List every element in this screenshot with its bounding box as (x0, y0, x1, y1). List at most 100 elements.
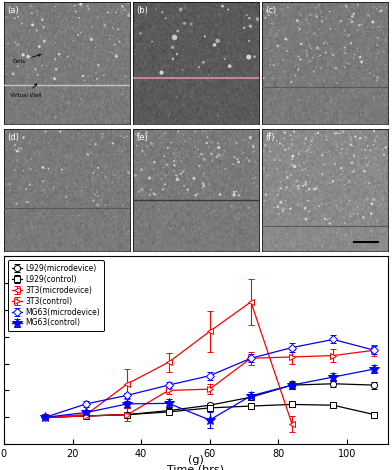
Point (126, 12, 132, 19)
Point (308, 149, 314, 156)
Point (102, 162, 109, 169)
Point (327, 77, 333, 85)
Point (288, 204, 294, 212)
Point (300, 180, 306, 188)
Point (210, 207, 216, 214)
Point (266, 190, 272, 198)
Point (170, 55, 176, 63)
Point (125, 0, 131, 8)
Point (25, 198, 31, 206)
Point (281, 135, 287, 142)
Point (56, 13, 62, 21)
Point (305, 230, 311, 238)
Point (376, 23, 382, 31)
Point (330, 74, 336, 81)
Point (102, 173, 109, 180)
Point (143, 128, 150, 136)
Point (223, 201, 230, 209)
Point (355, 48, 361, 55)
Point (48, 146, 54, 154)
Point (209, 157, 216, 164)
Point (32, 65, 38, 72)
Point (332, 65, 338, 73)
Point (213, 172, 219, 180)
Point (24, 66, 31, 74)
Point (275, 42, 281, 49)
Point (333, 64, 339, 72)
Point (343, 145, 350, 153)
Point (69, 51, 76, 58)
Point (307, 140, 314, 147)
Point (303, 181, 309, 188)
Point (275, 203, 281, 211)
Point (351, 152, 357, 160)
Point (316, 203, 322, 210)
Point (107, 49, 113, 56)
Point (51, 88, 57, 96)
Point (31, 149, 38, 156)
Point (261, 147, 267, 155)
Point (109, 52, 115, 60)
Point (302, 245, 309, 252)
Point (205, 180, 212, 188)
Point (376, 202, 383, 209)
Point (354, 26, 361, 33)
Point (383, 144, 389, 151)
Point (173, 226, 179, 234)
Point (139, 215, 145, 222)
Point (262, 14, 269, 22)
Point (78, 0, 84, 8)
Point (94, 75, 100, 82)
Point (13, 132, 19, 140)
Point (246, 53, 252, 61)
Point (216, 144, 222, 151)
Point (12, 39, 18, 46)
Point (98, 196, 105, 204)
Point (372, 137, 378, 144)
Point (206, 143, 212, 150)
Point (252, 187, 258, 195)
Point (355, 137, 361, 144)
Point (267, 215, 273, 222)
Point (250, 133, 256, 141)
Point (94, 151, 100, 159)
Point (288, 78, 294, 85)
Point (47, 110, 53, 117)
Point (250, 175, 256, 182)
Point (176, 200, 182, 208)
Point (105, 9, 111, 16)
Point (180, 134, 186, 142)
Point (274, 165, 281, 172)
Point (279, 110, 285, 118)
Point (134, 171, 140, 178)
Point (192, 23, 198, 30)
Point (267, 61, 273, 69)
Point (325, 147, 331, 154)
Point (345, 39, 352, 47)
Point (357, 200, 363, 208)
Point (352, 133, 359, 141)
Point (231, 153, 237, 161)
Point (175, 128, 181, 135)
Point (329, 68, 335, 76)
Point (360, 235, 366, 243)
Point (203, 130, 210, 137)
Point (350, 142, 356, 150)
Point (344, 60, 350, 67)
Point (134, 142, 140, 149)
Point (355, 172, 361, 180)
Point (269, 47, 275, 55)
Point (379, 26, 385, 34)
Point (348, 18, 354, 26)
Point (41, 186, 47, 194)
Point (348, 136, 354, 144)
Point (189, 131, 196, 138)
Point (290, 89, 296, 97)
Point (15, 63, 21, 70)
Point (344, 235, 350, 243)
Point (312, 64, 319, 71)
Point (302, 165, 309, 172)
Point (340, 168, 346, 175)
Point (278, 198, 284, 206)
Point (109, 179, 115, 186)
